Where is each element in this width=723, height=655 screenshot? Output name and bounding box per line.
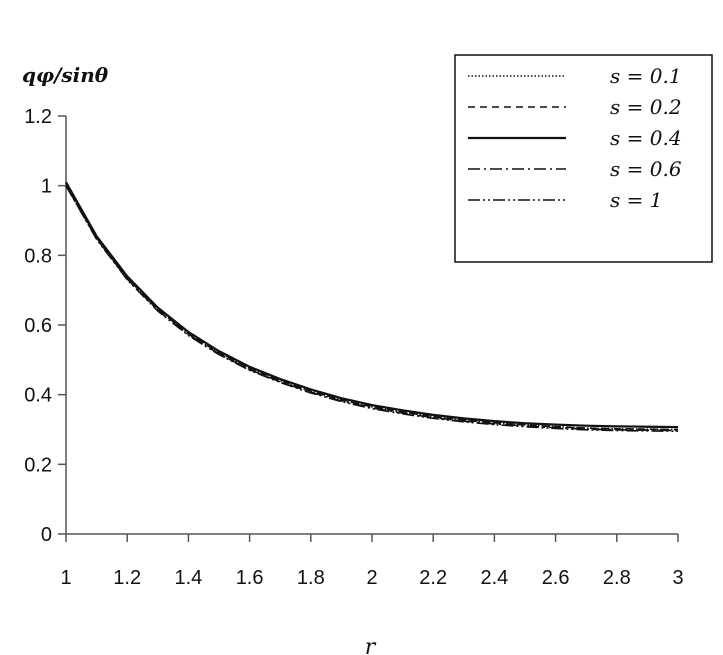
legend-label-4: s = 1 bbox=[610, 188, 662, 212]
x-tick-label: 1.6 bbox=[236, 567, 264, 589]
y-tick-label: 0.4 bbox=[24, 385, 52, 407]
y-tick-label: 0 bbox=[41, 524, 52, 546]
y-tick-label: 0.8 bbox=[24, 245, 52, 267]
x-tick-label: 2.2 bbox=[419, 567, 447, 589]
x-tick-label: 2.6 bbox=[542, 567, 570, 589]
x-tick-label: 1.8 bbox=[297, 567, 325, 589]
y-tick-label: 1 bbox=[41, 176, 52, 198]
legend-box bbox=[454, 54, 713, 263]
y-tick-label: 1.2 bbox=[24, 106, 52, 128]
legend-label-2: s = 0.4 bbox=[610, 126, 682, 150]
y-tick-label: 0.2 bbox=[24, 454, 52, 476]
series-line-0 bbox=[65, 185, 679, 431]
x-tick-label: 2.4 bbox=[480, 567, 508, 589]
x-tick-label: 1.4 bbox=[174, 567, 202, 589]
x-tick-label: 2 bbox=[366, 567, 377, 589]
y-tick-label: 0.6 bbox=[24, 315, 52, 337]
legend-label-1: s = 0.2 bbox=[610, 95, 682, 119]
x-tick-label: 1.2 bbox=[113, 567, 141, 589]
ticks: 1 1.2 1.4 1.6 1.8 2 2.2 2.4 2.6 2.8 3 0 0.2 0.4 0.6 0.8… bbox=[24, 106, 683, 589]
x-tick-label: 1 bbox=[60, 567, 71, 589]
x-tick-label: 3 bbox=[672, 567, 683, 589]
series-line-3 bbox=[65, 185, 679, 432]
x-tick-label: 2.8 bbox=[603, 567, 631, 589]
series-line-2 bbox=[65, 181, 679, 429]
legend-label-3: s = 0.6 bbox=[610, 157, 682, 181]
legend-label-0: s = 0.1 bbox=[610, 64, 682, 88]
legend: s = 0.1 s = 0.2 s = 0.4 s = 0.6 s = 1 bbox=[468, 64, 682, 212]
series-group bbox=[65, 181, 679, 433]
x-axis-title: r bbox=[365, 635, 377, 655]
y-axis-title: qφ/sinθ bbox=[22, 63, 109, 87]
